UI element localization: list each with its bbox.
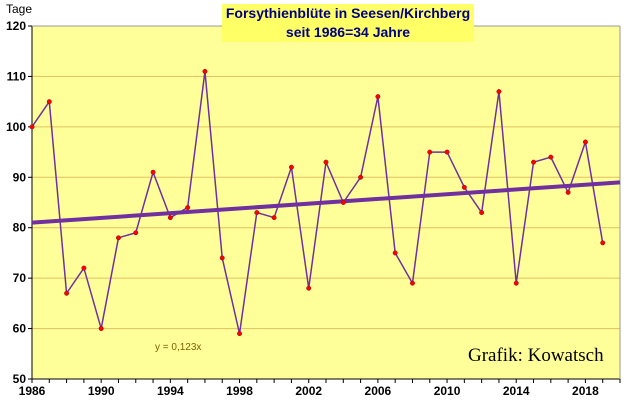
data-point bbox=[46, 99, 52, 105]
credit-text: Grafik: Kowatsch bbox=[468, 345, 604, 366]
trend-line bbox=[31, 180, 621, 225]
data-point bbox=[306, 285, 312, 291]
data-point bbox=[254, 210, 260, 216]
data-point bbox=[98, 326, 104, 332]
y-tick-label: 80 bbox=[13, 221, 27, 235]
data-point bbox=[375, 94, 381, 100]
chart-title: Forsythienblüte in Seesen/Kirchberg bbox=[225, 5, 471, 21]
data-point bbox=[496, 89, 502, 95]
data-point bbox=[219, 255, 225, 261]
data-point bbox=[133, 230, 139, 236]
x-tick-label: 1986 bbox=[19, 384, 46, 398]
data-point bbox=[444, 149, 450, 155]
x-tick-label: 1994 bbox=[157, 384, 184, 398]
y-tick-label: 60 bbox=[13, 322, 27, 336]
data-point bbox=[479, 210, 485, 216]
data-point bbox=[288, 164, 294, 170]
y-axis-label: Tage bbox=[6, 2, 33, 16]
x-tick-label: 2018 bbox=[572, 384, 599, 398]
data-point bbox=[29, 124, 35, 130]
data-point bbox=[531, 159, 536, 165]
data-point bbox=[81, 265, 87, 271]
data-point bbox=[271, 215, 277, 221]
chart-subtitle: seit 1986=34 Jahre bbox=[285, 24, 411, 40]
y-tick-label: 70 bbox=[13, 271, 27, 285]
y-tick-label: 100 bbox=[6, 120, 26, 134]
data-point bbox=[237, 331, 242, 337]
y-tick-label: 120 bbox=[6, 19, 26, 33]
data-point bbox=[392, 250, 398, 256]
data-point bbox=[323, 159, 329, 165]
x-tick-label: 2010 bbox=[434, 384, 461, 398]
data-point bbox=[513, 280, 519, 286]
data-point bbox=[565, 189, 571, 195]
data-point bbox=[461, 184, 467, 190]
data-point bbox=[340, 200, 346, 205]
data-point bbox=[427, 149, 433, 155]
x-tick-label: 1998 bbox=[226, 384, 253, 398]
data-point bbox=[202, 68, 208, 74]
data-point bbox=[64, 290, 70, 296]
data-point bbox=[150, 169, 156, 175]
y-tick-label: 50 bbox=[13, 372, 27, 386]
y-tick-label: 110 bbox=[7, 69, 27, 83]
data-point bbox=[548, 154, 554, 160]
data-point bbox=[600, 240, 606, 246]
y-tick-label: 90 bbox=[13, 170, 27, 184]
x-tick-label: 2006 bbox=[365, 384, 392, 398]
chart-title-box: Forsythienblüte in Seesen/Kirchberg seit… bbox=[222, 4, 474, 42]
trend-equation: y = 0,123x bbox=[155, 342, 202, 353]
x-tick-label: 2002 bbox=[295, 384, 322, 398]
x-tick-label: 2014 bbox=[503, 384, 530, 398]
x-tick-label: 1990 bbox=[88, 384, 115, 398]
data-point bbox=[185, 205, 191, 210]
series-line bbox=[31, 71, 604, 334]
data-point bbox=[582, 139, 588, 145]
tick-labels: 50 60 70 80 90 100 110 120 1986 1990 1994 1998 2002 2… bbox=[6, 19, 599, 398]
data-point bbox=[167, 215, 173, 221]
data-points bbox=[29, 68, 606, 337]
data-point bbox=[358, 174, 364, 180]
data-point bbox=[116, 235, 121, 241]
data-point bbox=[410, 280, 415, 286]
